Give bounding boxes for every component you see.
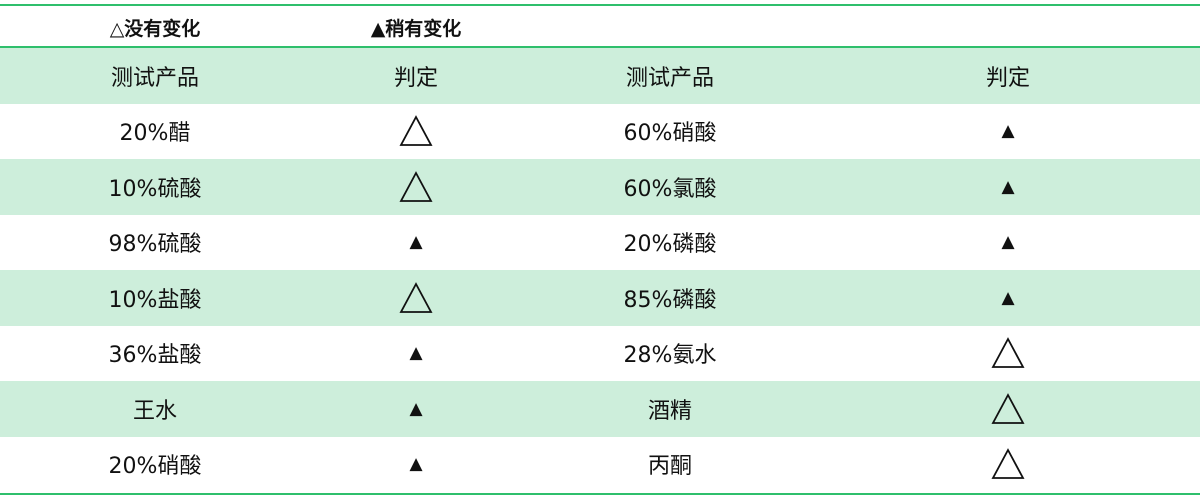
open-triangle-icon: [399, 170, 433, 203]
result-left: ▲: [409, 215, 422, 271]
product-right: 60%氯酸: [623, 176, 717, 202]
filled-triangle-icon: ▲: [1001, 287, 1015, 308]
top-border: [0, 4, 1200, 6]
result-left: ▲: [409, 326, 422, 382]
result-right: [991, 437, 1025, 493]
product-right: 丙酮: [647, 454, 693, 480]
product-left: 36%盐酸: [108, 343, 202, 369]
header-result-right: 判定: [985, 65, 1031, 91]
legend: △没有变化 ▲稍有变化: [0, 5, 1200, 47]
product-left: 20%硝酸: [108, 454, 202, 480]
product-right: 85%磷酸: [623, 287, 717, 313]
filled-triangle-icon: ▲: [1001, 176, 1015, 197]
table-row: 20%硝酸 ▲ 丙酮: [0, 437, 1200, 493]
result-right: [991, 326, 1025, 382]
product-left: 王水: [132, 398, 178, 424]
product-right: 20%磷酸: [623, 232, 717, 258]
product-left: 10%硫酸: [108, 176, 202, 202]
open-triangle-icon: [991, 337, 1025, 369]
open-triangle-icon: [399, 281, 433, 314]
product-right: 酒精: [647, 398, 693, 424]
legend-no-change: △没有变化: [109, 18, 201, 40]
result-right: ▲: [1001, 159, 1014, 215]
filled-triangle-icon: ▲: [409, 398, 423, 419]
table-header: 测试产品 判定 测试产品 判定: [0, 48, 1200, 104]
filled-triangle-icon: ▲: [409, 232, 423, 253]
header-product-left: 测试产品: [110, 65, 200, 91]
open-triangle-icon: [399, 115, 433, 147]
result-right: ▲: [1001, 270, 1014, 326]
product-left: 20%醋: [119, 121, 191, 147]
product-left: 98%硫酸: [108, 232, 202, 258]
result-left: ▲: [409, 437, 422, 493]
bottom-border: [0, 493, 1200, 495]
table-row: 98%硫酸 ▲ 20%磷酸 ▲: [0, 215, 1200, 271]
open-triangle-icon: [991, 448, 1025, 480]
header-product-right: 测试产品: [625, 65, 715, 91]
resistance-table: 测试产品 判定 测试产品 判定 20%醋 60%硝酸 ▲ 10%硫酸 60%氯酸 ▲ 98%…: [0, 48, 1200, 492]
table-row: 36%盐酸 ▲ 28%氨水: [0, 326, 1200, 382]
filled-triangle-icon: ▲: [1001, 121, 1015, 142]
table-row: 10%硫酸 60%氯酸 ▲: [0, 159, 1200, 215]
result-right: ▲: [1001, 104, 1014, 160]
filled-triangle-icon: ▲: [409, 343, 423, 364]
open-triangle-icon: [991, 392, 1025, 425]
result-right: ▲: [1001, 215, 1014, 271]
result-left: [399, 270, 433, 326]
product-right: 60%硝酸: [623, 121, 717, 147]
table-row: 20%醋 60%硝酸 ▲: [0, 104, 1200, 160]
header-border: [0, 46, 1200, 48]
result-left: [399, 104, 433, 160]
table-row: 10%盐酸 85%磷酸 ▲: [0, 270, 1200, 326]
legend-slight-change: ▲稍有变化: [370, 18, 462, 40]
filled-triangle-icon: ▲: [1001, 232, 1015, 253]
result-left: ▲: [409, 381, 422, 437]
result-right: [991, 381, 1025, 437]
result-left: [399, 159, 433, 215]
table-row: 王水 ▲ 酒精: [0, 381, 1200, 437]
product-left: 10%盐酸: [108, 287, 202, 313]
product-right: 28%氨水: [623, 343, 717, 369]
filled-triangle-icon: ▲: [409, 454, 423, 475]
header-result-left: 判定: [393, 65, 439, 91]
